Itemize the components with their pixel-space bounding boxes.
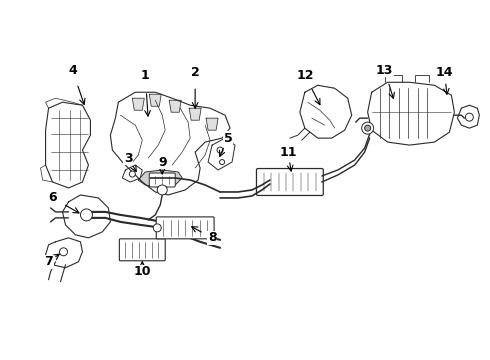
Text: 6: 6	[48, 192, 57, 204]
Circle shape	[129, 171, 135, 177]
Polygon shape	[206, 118, 218, 130]
Text: 4: 4	[68, 64, 77, 77]
FancyBboxPatch shape	[156, 217, 214, 239]
FancyBboxPatch shape	[120, 239, 165, 261]
Text: 1: 1	[141, 69, 149, 82]
Polygon shape	[132, 98, 144, 110]
Text: 7: 7	[44, 255, 53, 268]
Circle shape	[80, 209, 93, 221]
Polygon shape	[149, 94, 161, 106]
Circle shape	[220, 159, 224, 165]
Polygon shape	[169, 100, 181, 112]
Circle shape	[59, 248, 68, 256]
Text: 11: 11	[279, 145, 296, 158]
Polygon shape	[138, 170, 182, 188]
Polygon shape	[457, 105, 479, 128]
Text: 5: 5	[223, 132, 232, 145]
Circle shape	[362, 122, 374, 134]
Circle shape	[157, 185, 167, 195]
Text: 14: 14	[436, 66, 453, 79]
FancyBboxPatch shape	[256, 168, 323, 195]
Circle shape	[365, 125, 370, 131]
FancyBboxPatch shape	[149, 173, 175, 187]
Text: 2: 2	[191, 66, 199, 79]
Circle shape	[217, 147, 223, 153]
Polygon shape	[63, 195, 110, 238]
Polygon shape	[46, 238, 82, 268]
Polygon shape	[300, 85, 352, 138]
Circle shape	[466, 113, 473, 121]
Polygon shape	[122, 165, 142, 182]
Polygon shape	[189, 108, 201, 120]
Polygon shape	[46, 102, 91, 188]
Polygon shape	[110, 92, 230, 195]
Text: 12: 12	[296, 69, 314, 82]
Text: 10: 10	[134, 265, 151, 278]
Polygon shape	[368, 82, 454, 145]
Circle shape	[153, 224, 161, 232]
Text: 8: 8	[208, 231, 217, 244]
Text: 3: 3	[124, 152, 133, 165]
Text: 9: 9	[158, 156, 167, 168]
Text: 13: 13	[376, 64, 393, 77]
Polygon shape	[208, 138, 235, 170]
